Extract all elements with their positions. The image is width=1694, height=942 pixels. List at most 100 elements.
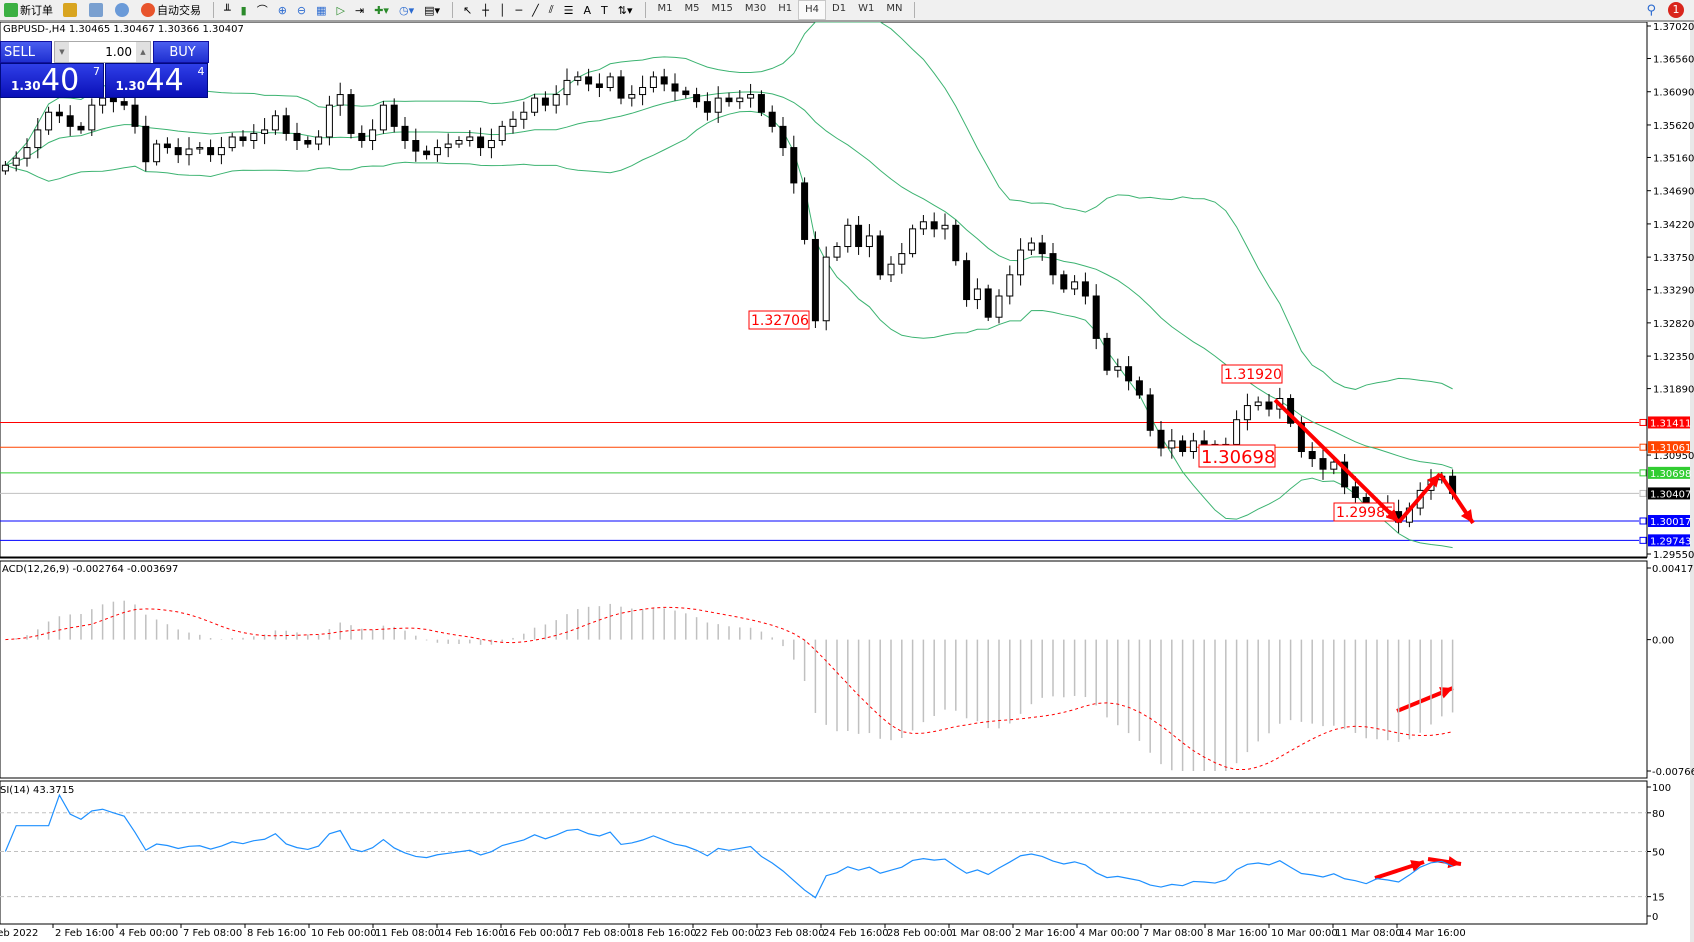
candle xyxy=(563,68,571,106)
lot-size-input[interactable]: 1.00 xyxy=(105,45,132,59)
bear-candle-body xyxy=(358,132,366,142)
line-chart-button[interactable]: ⌒ xyxy=(253,1,272,19)
new-order-button[interactable]: 新订单 xyxy=(0,1,57,19)
chart-shift-button[interactable]: ⇥ xyxy=(351,1,368,19)
timeframe-m1[interactable]: M1 xyxy=(657,3,673,14)
bull-candle-body xyxy=(1027,242,1035,251)
bull-candle-body xyxy=(1189,440,1197,453)
horizontal-line-button[interactable]: ─ xyxy=(511,1,526,19)
time-tick-label: 17 Feb 08:00 xyxy=(567,928,633,939)
candle xyxy=(811,231,819,328)
crosshair-button[interactable]: ┼ xyxy=(478,1,493,19)
notification-badge[interactable]: 1 xyxy=(1668,2,1684,18)
candle xyxy=(153,139,161,166)
candle xyxy=(1,161,9,175)
price-label: 1.29985 xyxy=(1336,505,1394,521)
candle xyxy=(498,120,506,146)
timeframe-h1[interactable]: H1 xyxy=(778,3,793,14)
candle xyxy=(142,115,150,172)
trendline-button[interactable]: ╱ xyxy=(528,1,543,19)
metaeditor-button[interactable] xyxy=(59,1,83,19)
clock-icon: ◷▾ xyxy=(398,3,415,17)
bull-candle-body xyxy=(822,256,830,322)
autoscroll-button[interactable]: ▷ xyxy=(333,1,349,19)
cursor-button[interactable]: ↖ xyxy=(459,1,476,19)
price-tick-label: 1.30950 xyxy=(1653,451,1694,462)
lot-size-stepper[interactable]: ▼ 1.00 ▲ xyxy=(54,41,151,63)
timeframe-mn[interactable]: MN xyxy=(886,3,903,14)
bull-candle-body xyxy=(336,94,344,106)
arrow-head xyxy=(1410,860,1424,872)
sell-button[interactable]: SELL xyxy=(0,41,52,63)
search-icon[interactable]: ⚲ xyxy=(1646,2,1656,18)
text-label-icon: T xyxy=(601,3,608,17)
candle xyxy=(185,137,193,166)
bull-candle-body xyxy=(736,97,744,103)
rsi-label: SI(14) 43.3715 xyxy=(0,785,74,796)
auto-trading-button[interactable]: 自动交易 xyxy=(137,1,205,19)
timeframe-m5[interactable]: M5 xyxy=(684,3,700,14)
bear-candle-body xyxy=(1265,401,1273,410)
line-handle xyxy=(1639,443,1647,451)
price-label: 1.31920 xyxy=(1224,367,1282,383)
bear-candle-body xyxy=(66,115,74,127)
sell-price-pips: 40 xyxy=(41,63,80,98)
timeframe-w1[interactable]: W1 xyxy=(858,3,875,14)
signals-button[interactable] xyxy=(111,1,135,19)
buy-button[interactable]: BUY xyxy=(153,41,209,63)
timeframe-m30[interactable]: M30 xyxy=(744,3,767,14)
price-line-label: 1.29743 xyxy=(1650,536,1691,547)
buy-price-fraction: 4 xyxy=(197,65,205,78)
text-button[interactable]: A xyxy=(580,1,596,19)
templates-button[interactable]: ▤▾ xyxy=(420,1,444,19)
bull-candle-body xyxy=(466,136,474,142)
bear-candle-body xyxy=(790,147,798,184)
bear-candle-body xyxy=(930,221,938,230)
bear-candle-body xyxy=(585,76,593,85)
bull-candle-body xyxy=(1243,405,1251,421)
timeframe-m15[interactable]: M15 xyxy=(711,3,733,14)
bear-candle-body xyxy=(1049,253,1057,276)
fibonacci-button[interactable]: ☰ xyxy=(560,1,578,19)
sell-price-fraction: 7 xyxy=(93,65,100,78)
candle xyxy=(1341,454,1349,495)
zoom-in-button[interactable]: ⊕ xyxy=(274,1,291,19)
candle xyxy=(120,96,128,111)
tile-windows-button[interactable]: ▦ xyxy=(312,1,330,19)
buy-price-button[interactable]: 1.30 44 4 xyxy=(104,63,208,98)
decrease-lot-icon[interactable]: ▼ xyxy=(55,42,69,62)
toolbar-right: ⚲ 1 xyxy=(1646,2,1694,18)
line-handle xyxy=(1639,489,1647,497)
indicators-button[interactable]: ✚▾ xyxy=(370,1,393,19)
candle xyxy=(315,130,323,151)
channel-button[interactable]: ⫽ xyxy=(545,1,558,19)
arrows-button[interactable]: ⇅▾ xyxy=(614,1,637,19)
candle xyxy=(217,136,225,165)
vertical-line-button[interactable]: │ xyxy=(495,1,510,19)
time-tick-label: 14 Mar 16:00 xyxy=(1399,928,1466,939)
bull-candle-body xyxy=(88,104,96,131)
candle xyxy=(693,87,701,108)
timeframe-d1[interactable]: D1 xyxy=(832,3,847,14)
time-tick-label: 28 Feb 00:00 xyxy=(887,928,953,939)
candle xyxy=(55,104,63,124)
price-tick-label: 1.31890 xyxy=(1653,385,1694,396)
timeframe-h4[interactable]: H4 xyxy=(798,0,827,20)
line-handle xyxy=(1639,536,1647,544)
bull-candle-body xyxy=(1006,274,1014,297)
periods-button[interactable]: ◷▾ xyxy=(395,1,418,19)
bear-candle-body xyxy=(1146,394,1154,431)
candle xyxy=(1027,237,1035,256)
bull-candle-body xyxy=(574,76,582,81)
market-button[interactable] xyxy=(85,1,109,19)
bollinger-lower-band xyxy=(5,110,1453,549)
text-label-button[interactable]: T xyxy=(597,1,612,19)
zoom-out-button[interactable]: ⊖ xyxy=(293,1,310,19)
candle xyxy=(347,89,355,139)
increase-lot-icon[interactable]: ▲ xyxy=(136,42,150,62)
candle xyxy=(45,106,53,135)
sell-price-button[interactable]: 1.30 40 7 xyxy=(0,63,104,98)
bar-chart-button[interactable]: ╨ xyxy=(220,1,235,19)
candle-chart-button[interactable]: ▮ xyxy=(237,1,251,19)
